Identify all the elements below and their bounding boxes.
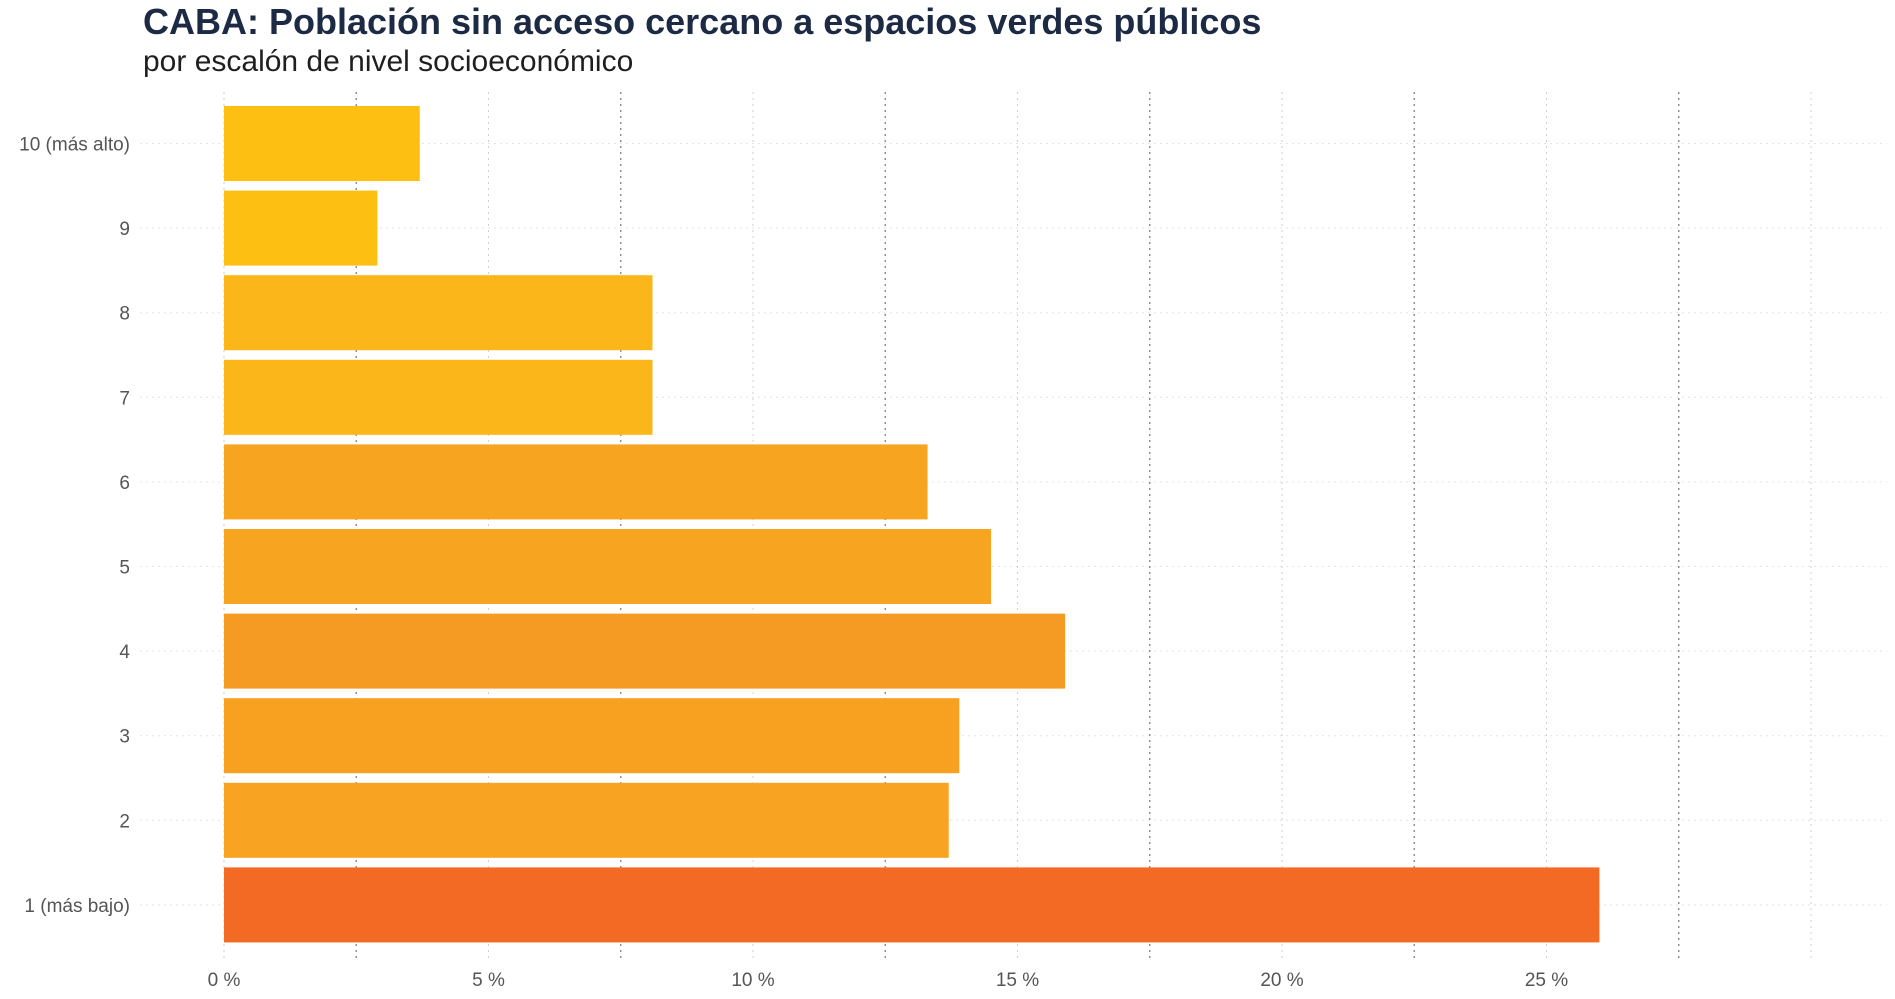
category-label: 6 [119,473,130,494]
bar [224,190,378,266]
x-tick-label: 10 % [731,970,774,991]
category-label: 1 (más bajo) [24,896,130,917]
major-gridlines [223,92,1812,958]
bar [224,359,653,435]
category-label: 2 [119,811,130,832]
x-tick-label: 5 % [472,970,505,991]
x-tick-label: 20 % [1260,970,1303,991]
category-label: 7 [119,388,130,409]
bar [224,275,653,351]
category-label: 4 [119,642,130,663]
chart-title: CABA: Población sin acceso cercano a esp… [143,1,1262,42]
x-tick-label: 25 % [1525,970,1568,991]
chart-subtitle: por escalón de nivel socioeconómico [143,45,634,78]
category-label: 10 (más alto) [19,135,130,156]
category-labels: 10 (más alto) 9 8 7 6 5 4 3 2 1 (más bajo) [19,135,130,917]
bar [224,698,960,774]
bar [224,529,992,604]
x-tick-label: 0 % [208,970,241,991]
x-tick-labels: 0 % 5 % 10 % 15 % 20 % 25 % [208,970,1569,991]
chart-header: CABA: Población sin acceso cercano a esp… [143,0,1261,80]
category-label: 3 [119,727,130,748]
bar [224,782,949,858]
x-tick-label: 15 % [996,970,1039,991]
bar [224,867,1600,943]
category-label: 9 [119,219,130,240]
category-label: 8 [119,304,130,325]
bar [224,444,928,520]
category-label: 5 [119,558,130,579]
bar [224,613,1066,689]
bar [224,106,420,181]
bars [224,106,1600,943]
